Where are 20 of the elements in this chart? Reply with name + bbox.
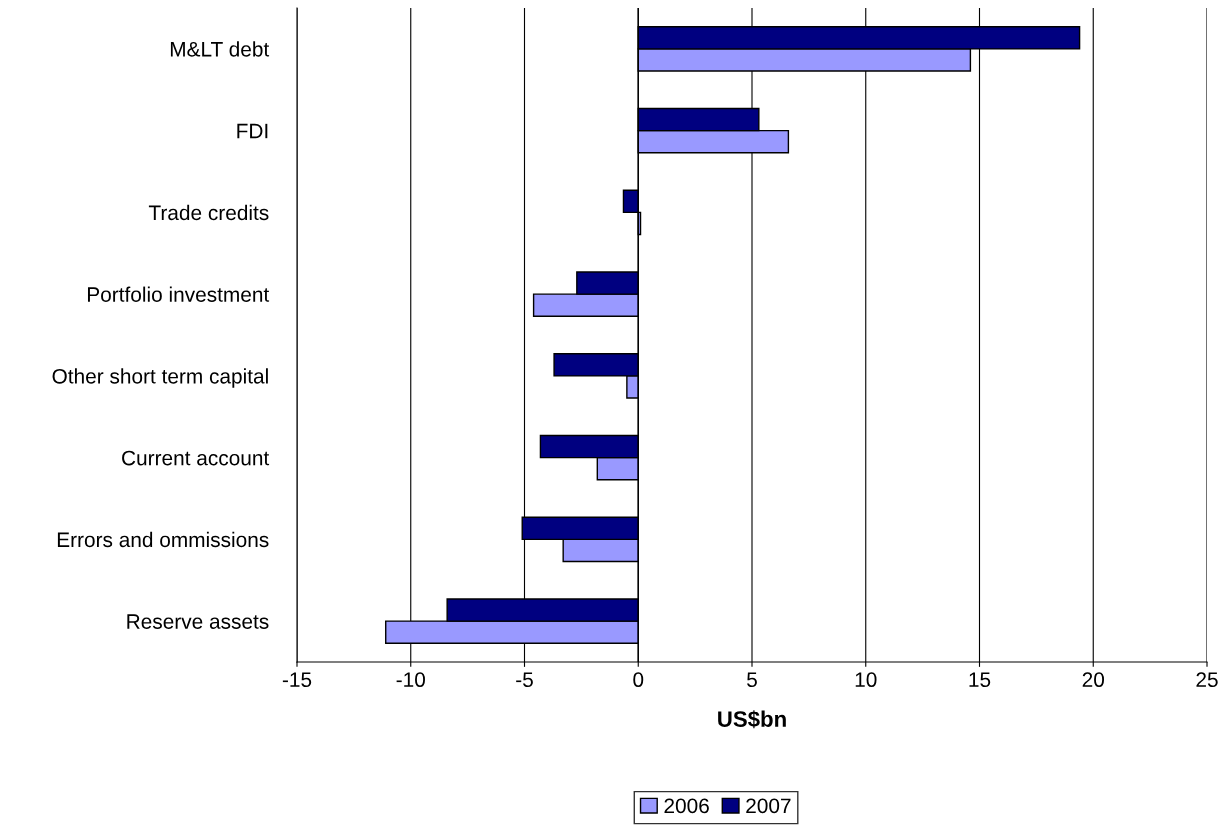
x-tick-label: 10 <box>855 672 877 688</box>
x-tick-label: -15 <box>282 672 312 688</box>
x-tick-label: 25 <box>1196 672 1218 688</box>
x-tick-label: 20 <box>1082 672 1105 688</box>
x-tick-label: -5 <box>516 672 533 688</box>
y-tick-label: FDI <box>237 123 268 139</box>
y-tick-label: Reserve assets <box>127 614 269 629</box>
y-tick-label: Trade credits <box>148 204 269 221</box>
y-tick-label: Errors and ommissions <box>57 531 269 548</box>
x-axis-title: US$bn <box>718 710 786 729</box>
x-tick-label: 5 <box>747 672 757 688</box>
y-tick-label: Current account <box>122 450 270 466</box>
x-tick-label: -10 <box>396 672 425 688</box>
legend-label: 2007 <box>746 798 791 814</box>
y-tick-label: Other short term capital <box>52 368 268 388</box>
y-tick-label: Portfolio investment <box>87 286 270 302</box>
legend-label: 2006 <box>664 798 709 814</box>
x-tick-label: 0 <box>633 672 644 688</box>
x-tick-label: 15 <box>969 672 991 688</box>
y-tick-label: M&LT debt <box>170 41 270 57</box>
